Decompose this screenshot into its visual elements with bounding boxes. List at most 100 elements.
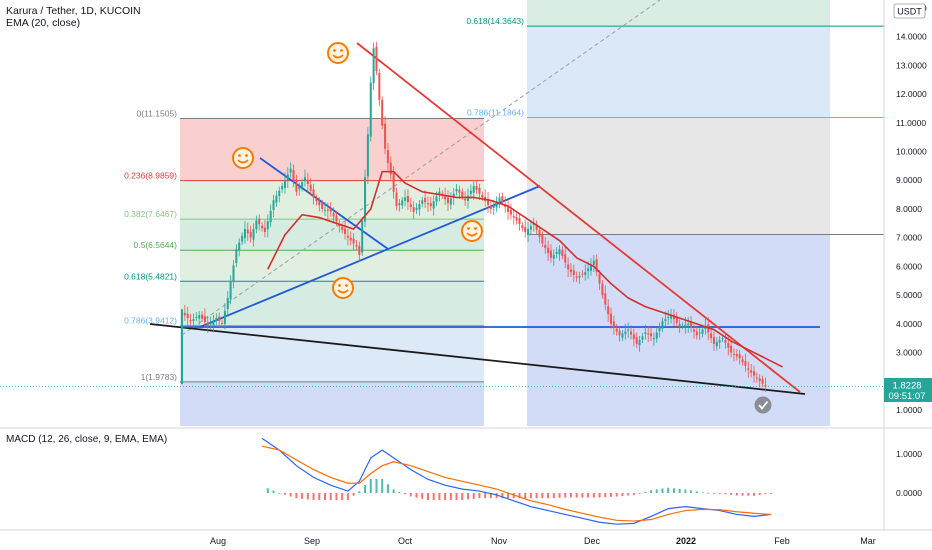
macd-histogram-bar — [421, 493, 424, 499]
candle-body — [535, 225, 538, 231]
smiley-mouth — [466, 232, 478, 237]
candle-body — [741, 359, 744, 363]
candle-body — [201, 314, 204, 319]
candle-body — [541, 234, 544, 244]
macd-histogram-bar — [318, 493, 321, 501]
candle-body — [269, 210, 272, 223]
candle-body — [661, 320, 664, 329]
candle-body — [738, 353, 741, 359]
candle-body — [324, 209, 326, 211]
macd-histogram-bar — [724, 493, 727, 495]
macd-histogram-bar — [381, 478, 384, 493]
macd-histogram-bar — [558, 493, 561, 498]
fib-right-band-top — [527, 0, 830, 27]
candle-body — [501, 196, 504, 203]
macd-histogram-bar — [753, 493, 755, 496]
candle-body — [404, 197, 407, 201]
price-tick-label: 12.0000 — [896, 89, 927, 99]
macd-histogram-bar — [695, 491, 698, 493]
macd-histogram-bar — [398, 491, 401, 493]
macd-histogram-bar — [552, 493, 555, 499]
macd-histogram-bar — [409, 493, 412, 497]
candle-body — [632, 334, 635, 340]
candle-body — [724, 340, 727, 343]
candle-body — [235, 249, 238, 264]
candle-body — [515, 217, 518, 221]
descending-resistance-line — [356, 42, 801, 393]
candle-body — [458, 189, 461, 193]
candle-body — [578, 275, 581, 278]
candle-body — [492, 205, 495, 209]
candle-body — [735, 353, 738, 357]
macd-histogram-bar — [266, 488, 269, 493]
candle-body — [750, 370, 753, 373]
smiley-face — [332, 277, 354, 299]
macd-histogram-bar — [278, 493, 281, 494]
smiley-mouth — [237, 159, 249, 164]
candle-body — [710, 333, 713, 339]
macd-histogram-bar — [615, 493, 618, 497]
ema-indicator-label: EMA (20, close) — [6, 17, 80, 29]
price-tick-label: 4.0000 — [896, 319, 922, 329]
candle-body — [298, 186, 301, 190]
candle-body — [258, 218, 261, 225]
candle-body — [730, 345, 733, 353]
candle-body — [569, 269, 572, 273]
candle-body — [512, 216, 515, 218]
candle-body — [215, 318, 218, 321]
macd-histogram-bar — [295, 493, 298, 499]
candle-body — [607, 306, 610, 315]
macd-histogram-bar — [707, 492, 710, 494]
candle-body — [635, 337, 638, 344]
smiley-mouth — [332, 54, 344, 59]
time-tick-label: Feb — [774, 536, 790, 546]
macd-histogram-bar — [329, 493, 332, 501]
smiley-icon — [332, 277, 354, 299]
candle-body — [272, 200, 275, 210]
price-axis[interactable]: 1.00002.00003.00004.00005.00006.00007.00… — [896, 3, 927, 498]
candle-body — [406, 196, 409, 203]
macd-histogram-bar — [678, 488, 681, 493]
currency-badge[interactable]: USDT — [893, 3, 926, 19]
macd-histogram-bar — [358, 491, 361, 493]
fib-level-label: 0.236(8.9859) — [124, 171, 177, 181]
candle-body — [618, 330, 621, 336]
price-tick-label: 1.0000 — [896, 405, 922, 415]
candle-body — [692, 329, 695, 332]
candle-body — [349, 237, 352, 241]
price-tick-label: 7.0000 — [896, 233, 922, 243]
candle-body — [758, 378, 761, 382]
macd-histogram-bar — [346, 493, 349, 501]
macd-histogram-bar — [432, 493, 435, 501]
macd-histogram-bar — [312, 493, 315, 501]
smiley-eye — [474, 227, 477, 230]
candle-body — [229, 281, 232, 300]
candle-body — [561, 249, 564, 256]
candle-body — [223, 310, 226, 324]
macd-histogram-bar — [747, 493, 750, 496]
candle-body — [521, 225, 524, 229]
macd-histogram-bar — [495, 493, 498, 499]
candle-body — [747, 368, 750, 370]
check-circle — [754, 396, 772, 414]
time-axis[interactable]: Aug Sep Oct Nov Dec 2022 Feb Mar — [210, 536, 876, 546]
candle-body — [564, 254, 567, 263]
fib-right-band-bottom — [527, 234, 830, 426]
candle-body — [435, 196, 438, 202]
candle-body — [289, 168, 292, 173]
candle-body — [395, 192, 398, 207]
candle-body — [252, 229, 255, 240]
candle-body — [429, 203, 432, 207]
macd-histogram-bar — [392, 489, 395, 493]
candle-body — [518, 218, 521, 225]
candle-body — [432, 201, 435, 209]
macd-histogram-bar — [507, 493, 510, 499]
candle-body — [544, 244, 547, 249]
candle-body — [589, 264, 592, 271]
candle-body — [384, 123, 387, 149]
candle-body — [695, 331, 698, 336]
candle-body — [261, 225, 264, 229]
candle-body — [753, 371, 755, 376]
candle-body — [392, 172, 395, 192]
